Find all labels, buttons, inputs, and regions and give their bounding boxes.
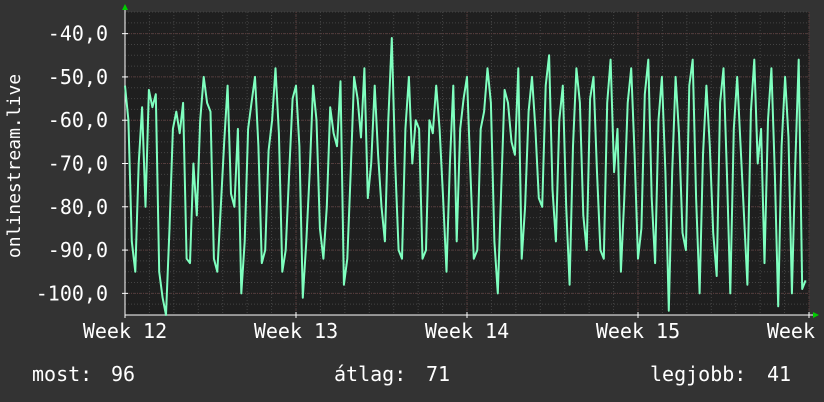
x-tick-label: Week 16 [767,319,824,343]
y-tick-labels: -40,0 -50,0 -60,0 -70,0 -80,0 -90,0 -100,0 [36,22,108,306]
x-tick-label: Week 13 [254,319,338,343]
x-tick-labels: Week 12 Week 13 Week 14 Week 15 Week 16 [83,319,824,343]
x-tick-label: Week 15 [596,319,680,343]
series-line [124,37,807,316]
y-tick-label: -40,0 [48,22,108,46]
y-tick-label: -100,0 [36,281,108,305]
y-tick-label: -80,0 [48,195,108,219]
average-label: átlag: [334,362,407,386]
current-label: most: [32,362,93,386]
best-value: 41 [767,362,792,386]
axes [122,4,819,318]
x-tick-label: Week 14 [425,319,509,343]
series-layer [124,37,807,316]
y-axis-arrow [122,4,128,10]
x-axis-arrow [813,312,819,318]
y-tick-label: -60,0 [48,108,108,132]
y-tick-label: -70,0 [48,152,108,176]
line-chart: -40,0 -50,0 -60,0 -70,0 -80,0 -90,0 -100,0 Wee… [4,4,824,343]
best-label: legjobb: [650,362,747,386]
average-value: 71 [426,362,451,386]
y-tick-label: -90,0 [48,238,108,262]
x-tick-label: Week 12 [83,319,167,343]
y-tick-label: -50,0 [48,65,108,89]
y-axis-label: onlinestream.live [4,74,25,258]
current-value: 96 [111,362,136,386]
